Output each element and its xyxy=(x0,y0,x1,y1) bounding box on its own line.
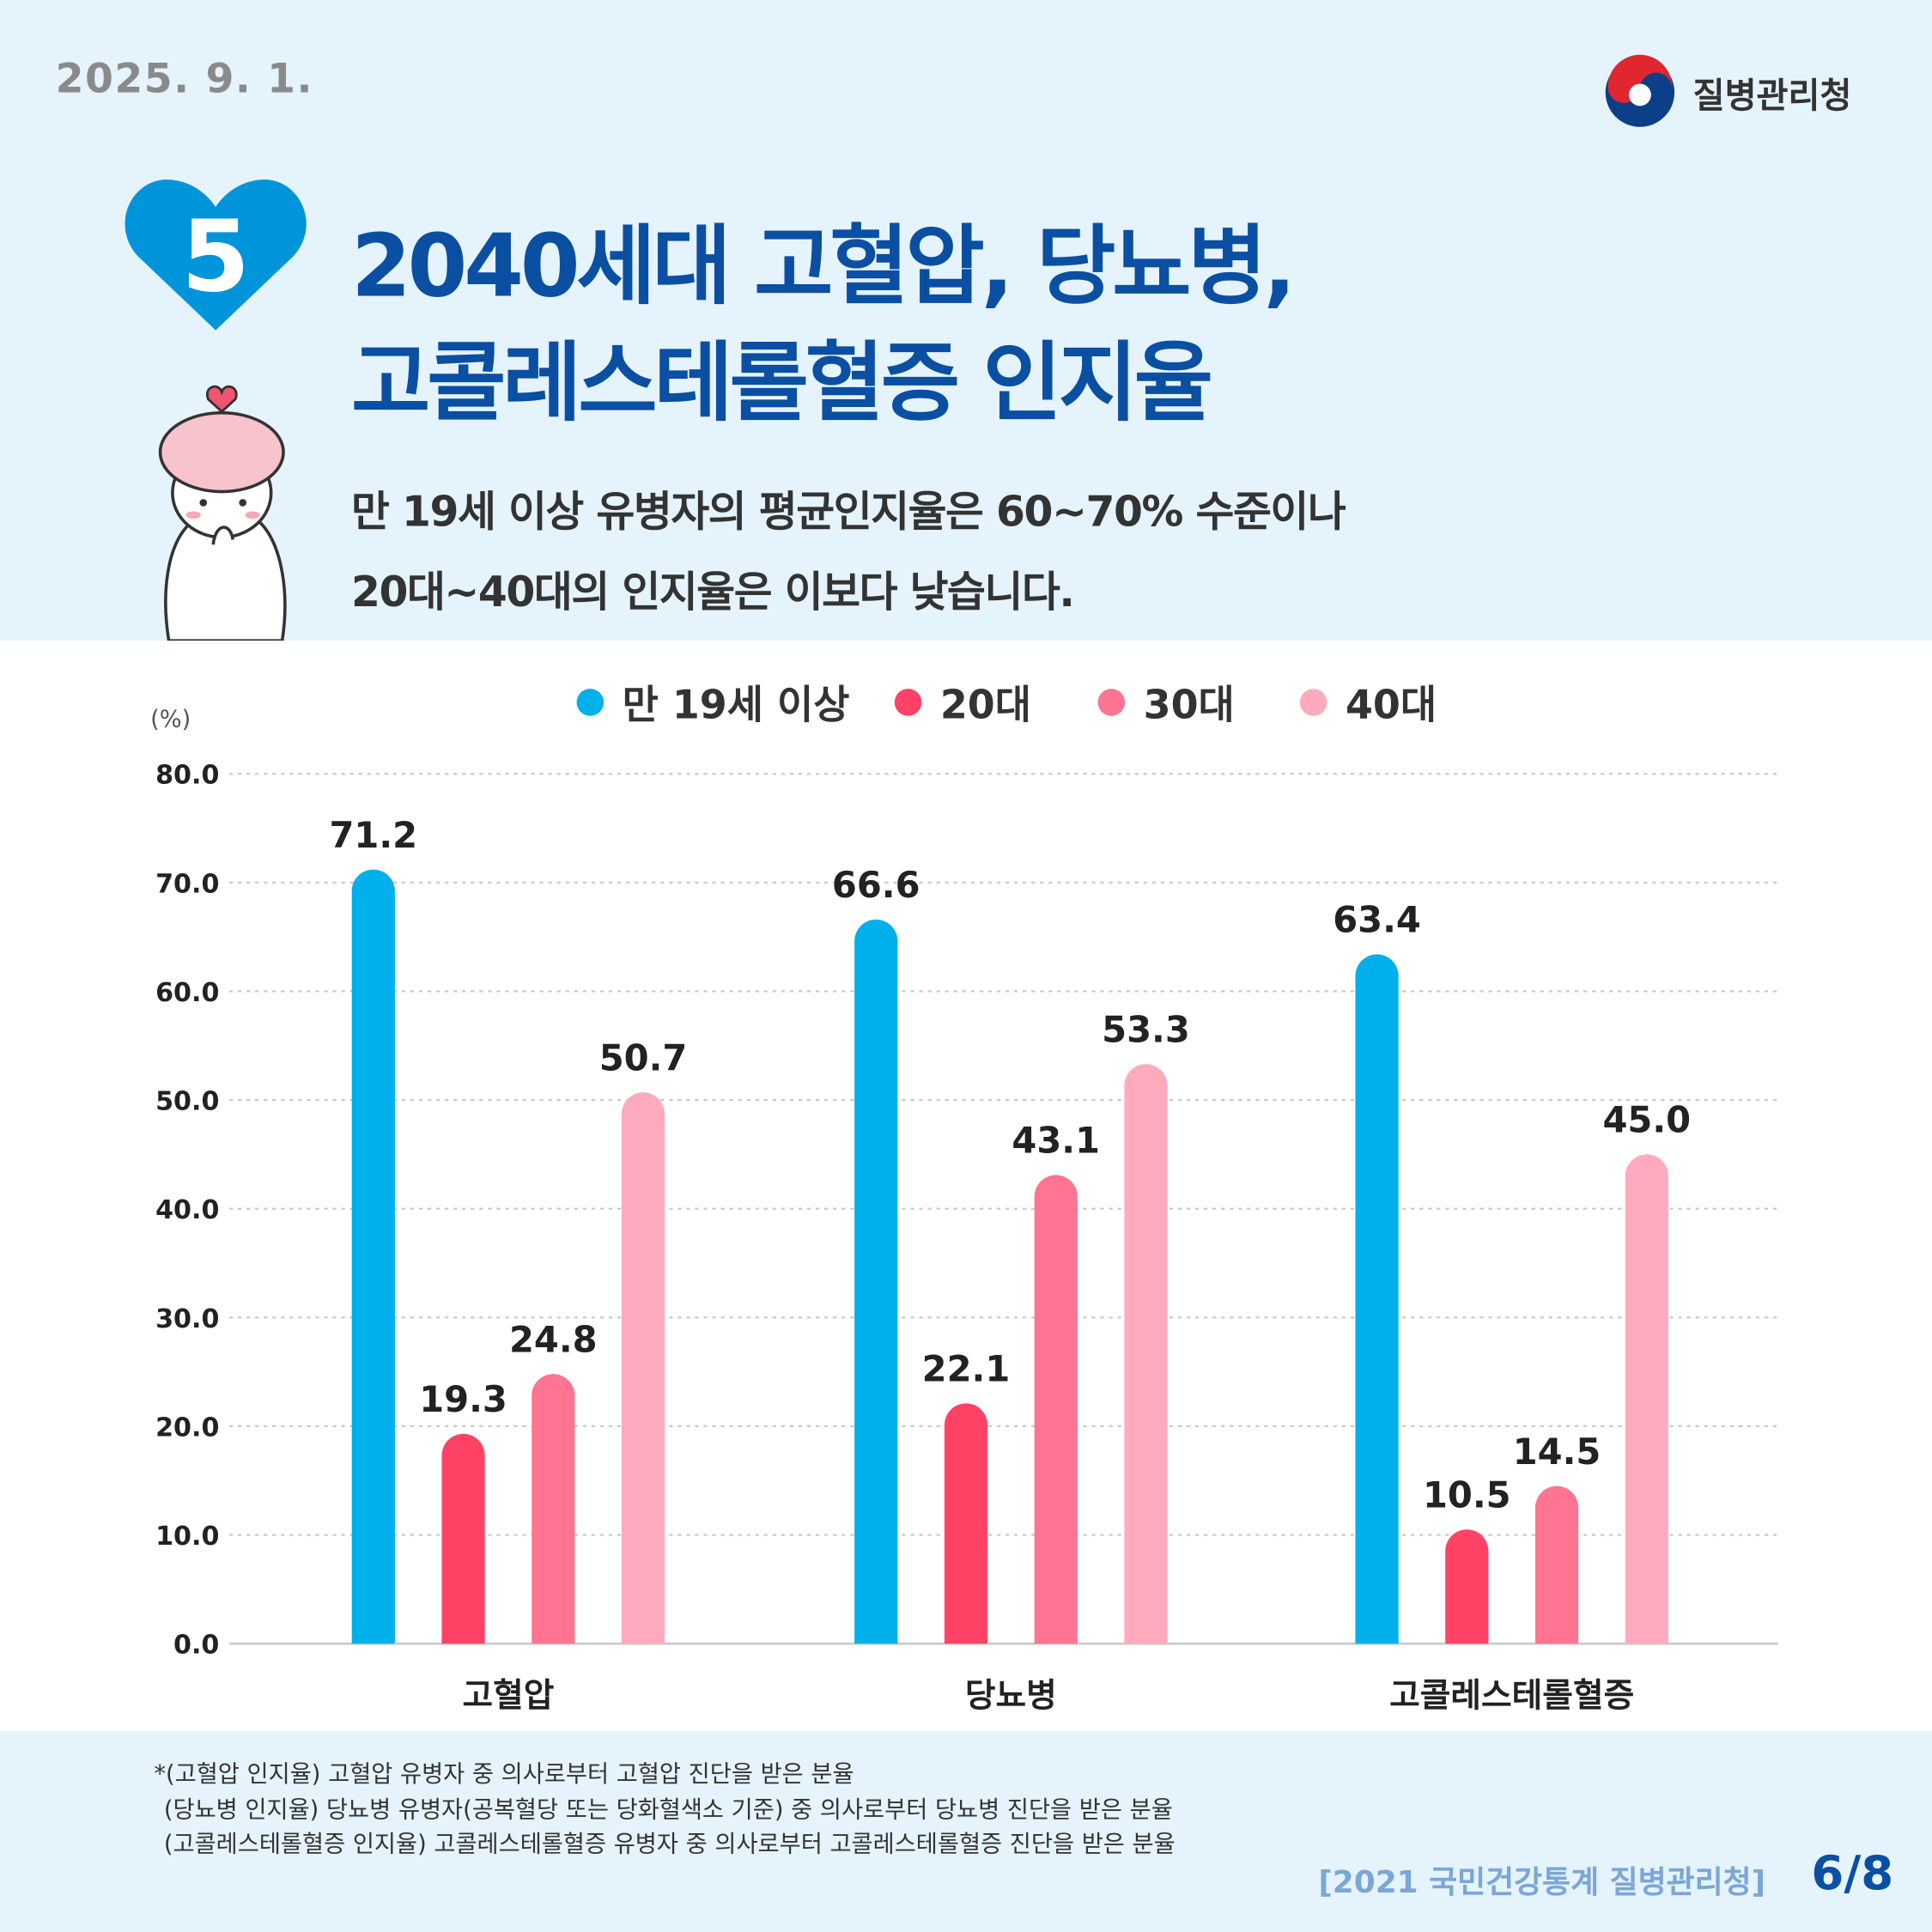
bar xyxy=(1445,1529,1489,1644)
x-category-label: 고콜레스테롤혈증 xyxy=(1389,1676,1634,1715)
date: 2025. 9. 1. xyxy=(55,54,313,103)
bar xyxy=(621,1092,665,1644)
data-label: 66.6 xyxy=(832,864,920,906)
y-tick-label: 20.0 xyxy=(155,1413,219,1443)
data-label: 45.0 xyxy=(1602,1099,1691,1141)
bar-chart: 만 19세 이상 20대 30대 40대 (%) 0.0 10.0 20.0 30.0 40.… xyxy=(150,682,1778,1715)
bar xyxy=(854,919,898,1644)
y-tick-label: 40.0 xyxy=(155,1195,219,1225)
data-label: 50.7 xyxy=(599,1036,688,1078)
data-label: 22.1 xyxy=(922,1348,1011,1390)
data-label: 14.5 xyxy=(1513,1431,1601,1473)
data-label: 10.5 xyxy=(1423,1473,1511,1516)
heart-badge-icon: 5 xyxy=(125,179,307,331)
data-label: 43.1 xyxy=(1012,1120,1100,1162)
y-tick-label: 80.0 xyxy=(155,761,219,791)
source: [2021 국민건강통계 질병관리청] xyxy=(1318,1864,1766,1900)
y-tick-label: 60.0 xyxy=(155,978,219,1008)
data-label: 63.4 xyxy=(1333,899,1421,941)
title-line-2: 고콜레스테롤혈증 인지율 xyxy=(350,332,1213,434)
legend-marker xyxy=(894,689,922,716)
subtitle-line-2: 20대~40대의 인지율은 이보다 낮습니다. xyxy=(350,568,1075,617)
y-tick-label: 0.0 xyxy=(173,1631,219,1661)
y-axis-unit: (%) xyxy=(150,707,191,733)
footer-background xyxy=(0,1731,1932,1932)
data-label: 19.3 xyxy=(419,1378,507,1420)
legend-label: 40대 xyxy=(1346,682,1437,728)
x-category-label: 당뇨병 xyxy=(965,1676,1057,1715)
legend-marker xyxy=(576,689,605,716)
bar xyxy=(441,1433,485,1644)
footnote-3: (고콜레스테롤혈증 인지율) 고콜레스테롤혈증 유병자 중 의사로부터 고콜레스… xyxy=(163,1831,1176,1858)
y-tick-label: 70.0 xyxy=(155,869,219,899)
badge-number: 5 xyxy=(181,200,250,315)
subtitle-line-1: 만 19세 이상 유병자의 평균인지율은 60~70% 수준이나 xyxy=(350,488,1346,538)
y-tick-label: 50.0 xyxy=(155,1087,219,1117)
footnote-2: (당뇨병 인지율) 당뇨병 유병자(공복혈당 또는 당화혈색소 기준) 중 의사… xyxy=(163,1796,1173,1824)
footnote-1: *(고혈압 인지율) 고혈압 유병자 중 의사로부터 고혈압 진단을 받은 분율 xyxy=(154,1760,854,1789)
legend-label: 만 19세 이상 xyxy=(623,682,850,728)
legend-marker xyxy=(1097,689,1126,716)
legend-label: 30대 xyxy=(1144,682,1235,728)
y-tick-label: 10.0 xyxy=(155,1522,219,1552)
bar xyxy=(1355,954,1399,1644)
bar xyxy=(944,1403,988,1644)
page-indicator: 6/8 xyxy=(1811,1845,1894,1900)
legend-marker xyxy=(1299,689,1327,716)
data-label: 71.2 xyxy=(329,814,417,856)
bar xyxy=(1534,1485,1579,1644)
kdca-logo-icon xyxy=(1605,54,1675,127)
bar xyxy=(1124,1064,1168,1644)
x-category-label: 고혈압 xyxy=(462,1676,554,1715)
mascot-character-icon xyxy=(158,385,287,641)
title-line-1: 2040세대 고혈압, 당뇨병, xyxy=(350,216,1297,317)
org-name: 질병관리청 xyxy=(1692,75,1852,116)
bar xyxy=(1034,1175,1078,1644)
data-label: 53.3 xyxy=(1102,1008,1190,1050)
data-label: 24.8 xyxy=(509,1318,598,1360)
bar xyxy=(351,869,395,1644)
y-tick-label: 30.0 xyxy=(155,1304,219,1334)
bar xyxy=(1625,1154,1668,1644)
legend-label: 20대 xyxy=(940,682,1031,728)
bar xyxy=(532,1374,575,1644)
